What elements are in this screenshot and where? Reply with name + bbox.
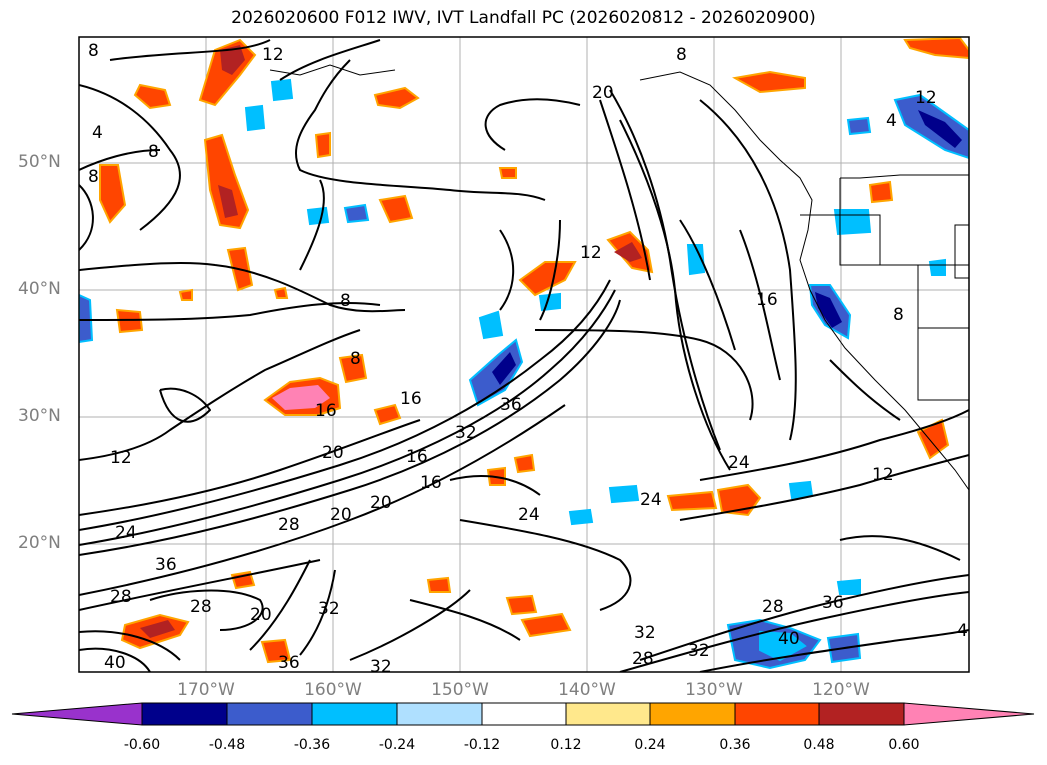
contour-label: 24 (728, 453, 750, 473)
contour-label: 24 (115, 523, 137, 543)
colorbar-tick-label: 0.36 (719, 737, 751, 753)
colorbar-tick-label: -0.60 (123, 737, 161, 753)
contour-label: 32 (370, 657, 392, 677)
lon-label: 130°W (685, 680, 743, 700)
lon-label: 120°W (812, 680, 870, 700)
colorbar-bin (226, 702, 313, 726)
colorbar-bin (734, 702, 820, 726)
contour-label: 12 (262, 45, 284, 65)
contour-label: 36 (278, 653, 300, 673)
gridlines (79, 37, 969, 672)
contour-label: 16 (420, 473, 442, 493)
contour-label: 28 (632, 649, 654, 669)
lon-label: 160°W (304, 680, 362, 700)
colorbar-tick-label: -0.36 (293, 737, 331, 753)
iwv-contours (79, 39, 969, 672)
contour-label: 8 (893, 305, 904, 325)
contour-label: 8 (676, 45, 687, 65)
contour-label: 16 (400, 389, 422, 409)
colorbar-tick-label: -0.48 (208, 737, 246, 753)
contour-label: 8 (148, 142, 159, 162)
contour-label: 4 (92, 123, 103, 143)
colorbar-tick-label: -0.24 (378, 737, 416, 753)
colorbar-tick-label: -0.12 (463, 737, 501, 753)
colorbar-extend-high (903, 702, 1035, 726)
contour-label: 28 (762, 597, 784, 617)
contour-label: 20 (330, 505, 352, 525)
contour-labels: 8 12 4 8 8 8 8 12 16 16 20 16 36 32 16 2… (88, 41, 968, 677)
lat-label: 20°N (18, 533, 61, 553)
contour-label: 8 (88, 167, 99, 187)
colorbar-tick-label: 0.48 (803, 737, 835, 753)
colorbar-bin (649, 702, 736, 726)
colorbar-bin (311, 702, 398, 726)
map-content: 8 12 4 8 8 8 8 12 16 16 20 16 36 32 16 2… (79, 37, 969, 677)
contour-label: 20 (370, 493, 392, 513)
negative-shading (79, 78, 969, 670)
contour-label: 12 (915, 88, 937, 108)
contour-label: 36 (155, 555, 177, 575)
contour-label: 16 (315, 401, 337, 421)
lat-label: 30°N (18, 406, 61, 426)
colorbar-bin (481, 702, 567, 726)
lon-label: 170°W (177, 680, 235, 700)
contour-label: 4 (957, 621, 968, 641)
colorbar-extend-low (11, 702, 143, 726)
lon-label: 140°W (558, 680, 616, 700)
contour-label: 28 (278, 515, 300, 535)
map-frame (78, 36, 970, 673)
contour-label: 32 (688, 641, 710, 661)
colorbar-tick-label: 0.24 (634, 737, 666, 753)
colorbar-bin (396, 702, 483, 726)
contour-label: 12 (580, 243, 602, 263)
colorbar-bin (818, 702, 905, 726)
contour-label: 12 (110, 448, 132, 468)
contour-label: 20 (322, 443, 344, 463)
contour-label: 24 (518, 505, 540, 525)
contour-label: 8 (340, 291, 351, 311)
contour-label: 20 (250, 605, 272, 625)
contour-label: 28 (190, 597, 212, 617)
contour-label: 12 (872, 465, 894, 485)
contour-label: 8 (88, 41, 99, 61)
contour-label: 40 (778, 629, 800, 649)
contour-label: 24 (640, 490, 662, 510)
colorbar-tick-label: 0.60 (888, 737, 920, 753)
colorbar (11, 702, 1035, 726)
lon-label: 150°W (431, 680, 489, 700)
chart-title: 2026020600 F012 IWV, IVT Landfall PC (20… (231, 8, 816, 28)
contour-label: 16 (406, 447, 428, 467)
contour-label: 4 (886, 111, 897, 131)
contour-label: 36 (822, 593, 844, 613)
colorbar-bin (141, 702, 228, 726)
contour-label: 20 (592, 83, 614, 103)
contour-label: 32 (455, 423, 477, 443)
positive-shading (99, 37, 969, 664)
lat-label: 40°N (18, 279, 61, 299)
contour-label: 16 (756, 290, 778, 310)
contour-label: 8 (350, 349, 361, 369)
lat-label: 50°N (18, 152, 61, 172)
contour-label: 36 (500, 395, 522, 415)
contour-label: 40 (104, 653, 126, 673)
contour-label: 32 (318, 599, 340, 619)
contour-label: 28 (110, 587, 132, 607)
colorbar-tick-label: 0.12 (550, 737, 582, 753)
colorbar-bin (565, 702, 651, 726)
contour-label: 32 (634, 623, 656, 643)
